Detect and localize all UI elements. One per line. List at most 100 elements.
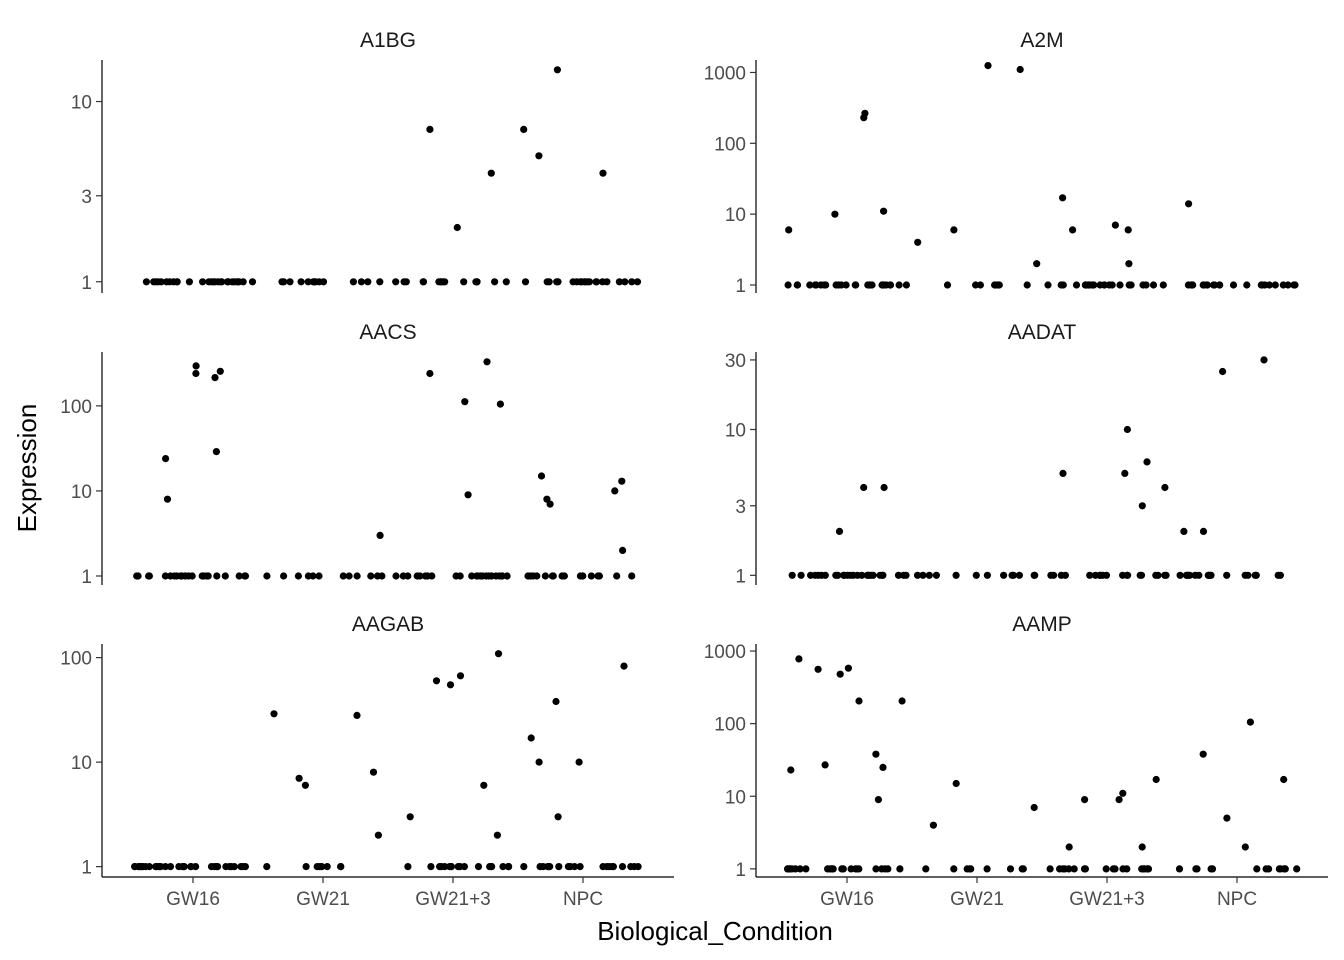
data-point	[619, 546, 627, 555]
data-point	[608, 863, 616, 871]
data-point	[844, 664, 853, 672]
data-point	[788, 571, 796, 579]
data-point	[1086, 571, 1094, 579]
data-point	[452, 572, 460, 580]
data-point	[613, 572, 621, 580]
data-point	[599, 278, 607, 286]
data-point	[1176, 571, 1184, 579]
data-point	[860, 483, 868, 492]
data-point	[896, 865, 904, 873]
data-point	[852, 281, 860, 289]
data-point	[1210, 281, 1218, 289]
x-tick-label: GW21+3	[415, 889, 491, 910]
data-point	[1121, 469, 1129, 477]
data-point	[1100, 281, 1108, 289]
data-point	[480, 781, 488, 789]
data-point	[1072, 281, 1081, 289]
y-tick-label: 1	[81, 567, 92, 588]
facet-aacs: AACS 1 10 100	[60, 321, 636, 588]
data-point	[1241, 571, 1249, 579]
data-point	[1243, 281, 1251, 289]
data-point	[134, 572, 142, 580]
data-point	[1111, 221, 1119, 229]
data-point	[1143, 458, 1151, 466]
data-point	[549, 572, 557, 580]
data-point	[161, 863, 169, 871]
data-point	[421, 572, 429, 580]
data-point	[1260, 356, 1268, 364]
data-point	[1184, 281, 1192, 289]
data-point	[1123, 425, 1131, 434]
y-tick-label: 10	[725, 421, 746, 442]
data-point	[339, 572, 347, 580]
data-point	[983, 571, 992, 579]
data-point	[1081, 796, 1089, 804]
data-point	[1023, 281, 1031, 289]
data-point	[1216, 281, 1224, 289]
data-point	[1102, 865, 1110, 873]
data-point	[546, 500, 554, 508]
data-point	[552, 697, 560, 706]
data-point	[884, 865, 892, 873]
data-point	[1154, 571, 1162, 579]
y-tick-label: 1	[735, 860, 746, 881]
data-point	[406, 813, 414, 821]
data-point	[1125, 260, 1133, 268]
data-point	[1061, 571, 1069, 579]
data-point	[211, 374, 219, 382]
data-point	[1192, 865, 1200, 873]
data-point	[527, 734, 535, 742]
facet-a2m: A2M 1 10 100 1000	[704, 29, 1299, 297]
data-point	[630, 863, 638, 871]
x-tick-label: NPC	[1217, 889, 1257, 910]
data-point	[1124, 226, 1132, 234]
data-point	[483, 358, 491, 366]
data-point	[1207, 571, 1215, 579]
data-point	[185, 278, 193, 286]
data-point	[1090, 281, 1098, 289]
data-point	[1293, 865, 1301, 873]
data-point	[487, 169, 495, 177]
data-point	[441, 863, 449, 871]
data-point	[426, 125, 434, 133]
data-point	[364, 278, 372, 286]
data-point	[1018, 865, 1026, 873]
data-point	[213, 572, 221, 580]
data-point	[473, 278, 481, 286]
x-tick-label: GW16	[820, 889, 874, 910]
data-point	[628, 278, 636, 286]
data-point	[1138, 502, 1146, 510]
data-point	[1127, 281, 1135, 289]
data-point	[376, 531, 384, 540]
data-point	[983, 865, 991, 873]
data-point	[460, 278, 468, 286]
data-point	[913, 571, 922, 579]
data-point	[1261, 281, 1269, 289]
data-point	[337, 863, 345, 871]
data-point	[1276, 571, 1284, 579]
data-point	[177, 572, 185, 580]
data-point	[599, 169, 607, 177]
data-point	[839, 865, 847, 873]
x-axis-title: Biological_Condition	[597, 916, 833, 946]
data-point	[587, 572, 596, 580]
data-point	[166, 863, 175, 871]
data-point	[1119, 571, 1127, 579]
data-point	[1044, 281, 1052, 289]
data-point	[869, 571, 877, 579]
y-tick-label: 100	[714, 134, 746, 155]
data-point	[447, 863, 455, 871]
data-point	[879, 763, 887, 772]
data-point	[492, 572, 500, 580]
data-point	[392, 572, 400, 580]
data-point	[1138, 865, 1146, 873]
data-point	[919, 571, 927, 579]
data-point	[880, 207, 888, 215]
facet-panels: A1BG 1 3 10 A2M 1 10 100 1000 AACS 1 10 100 AADAT 1 3 10…	[60, 29, 1328, 910]
facet-title: AACS	[359, 321, 416, 344]
data-point	[575, 758, 583, 766]
data-point	[499, 863, 507, 871]
y-tick-label: 10	[725, 787, 746, 808]
data-point	[579, 572, 587, 580]
